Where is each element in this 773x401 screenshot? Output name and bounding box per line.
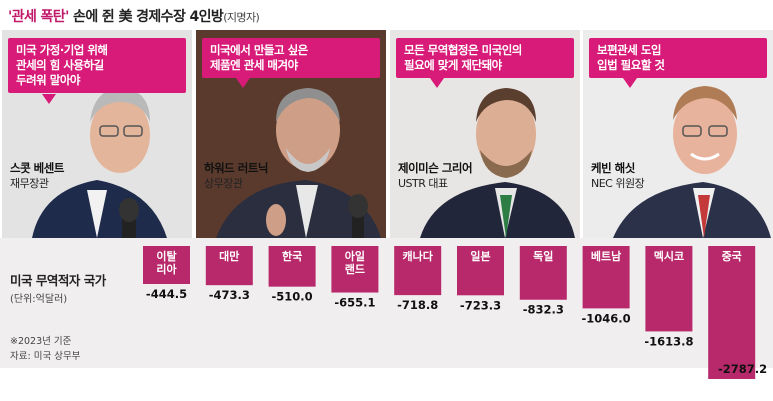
quote-bubble: 보편관세 도입 입법 필요할 것 [589,38,767,78]
official-name: 하워드 러트닉 [204,161,268,175]
category-label-3: 랜드 [345,262,365,276]
bar-7 [582,246,630,309]
category-label-3: 아일 [345,249,365,263]
official-name: 스콧 베센트 [10,161,64,175]
value-label-5: -723.3 [460,298,501,312]
value-label-4: -718.8 [397,298,438,312]
quote-bubble-tail [623,78,637,88]
bar-9 [708,246,756,379]
bar-0 [143,246,190,284]
category-label-8: 멕시코 [654,249,684,263]
page-title: '관세 폭탄' 손에 쥔 美 경제수장 4인방(지명자) [8,9,260,25]
official-panel-greer: 모든 무역협정은 미국인의 필요에 맞게 재단돼야 제이미슨 그리어 USTR … [390,30,580,238]
bar-5 [457,246,504,296]
bar-8 [645,246,693,332]
quote-bubble-tail [42,94,56,104]
chart-background [0,238,773,368]
official-role: NEC 위원장 [591,177,645,190]
bar-4 [394,246,442,296]
quote-bubble-tail [430,78,444,88]
official-role: 상무장관 [204,177,243,190]
official-role: 재무장관 [10,177,49,190]
value-label-6: -832.3 [523,303,564,317]
category-label-0: 이탈 [156,249,176,263]
category-label-2: 한국 [282,249,302,263]
quote-bubble: 미국에서 만들고 싶은 제품엔 관세 매겨야 [202,38,380,78]
bar-3 [331,246,379,293]
value-label-9: -2787.2 [718,362,767,376]
official-panel-lutnick: 미국에서 만들고 싶은 제품엔 관세 매겨야 하워드 러트닉 상무장관 [196,30,386,238]
category-label-9: 중국 [722,250,742,263]
category-label-5: 일본 [470,249,490,263]
chart-unit: (단위:억달러) [10,294,68,305]
bar-1 [205,246,253,286]
quote-bubble: 미국 가정·기업 위해 관세의 힘 사용하길 두려워 말아야 [8,38,186,93]
official-panel-bessent: 미국 가정·기업 위해 관세의 힘 사용하길 두려워 말아야 스콧 베센트 재무… [2,30,192,238]
value-label-3: -655.1 [334,296,375,310]
bar-2 [268,246,316,287]
official-role: USTR 대표 [398,177,448,190]
quote-bubble-tail [236,78,250,88]
value-label-8: -1613.8 [644,334,693,348]
value-label-7: -1046.0 [582,311,631,325]
value-label-0: -444.5 [146,287,187,301]
category-label-6: 독일 [533,249,553,263]
value-label-1: -473.3 [209,288,250,302]
quote-bubble: 모든 무역협정은 미국인의 필요에 맞게 재단돼야 [396,38,574,78]
official-name: 제이미슨 그리어 [398,161,473,175]
official-name: 케빈 해싯 [591,161,635,175]
value-label-2: -510.0 [272,290,313,304]
chart-label: 미국 무역적자 국가 [10,273,106,288]
bar-6 [519,246,567,300]
chart-source-note: 자료: 미국 상무부 [10,351,81,362]
chart-basis-note: ※2023년 기준 [10,336,72,347]
category-label-7: 베트남 [591,249,621,263]
category-label-4: 캐나다 [403,249,434,263]
category-label-1: 대만 [219,249,239,263]
category-label-0: 리아 [156,262,177,276]
official-panel-hassett: 보편관세 도입 입법 필요할 것 케빈 해싯 NEC 위원장 [583,30,773,238]
